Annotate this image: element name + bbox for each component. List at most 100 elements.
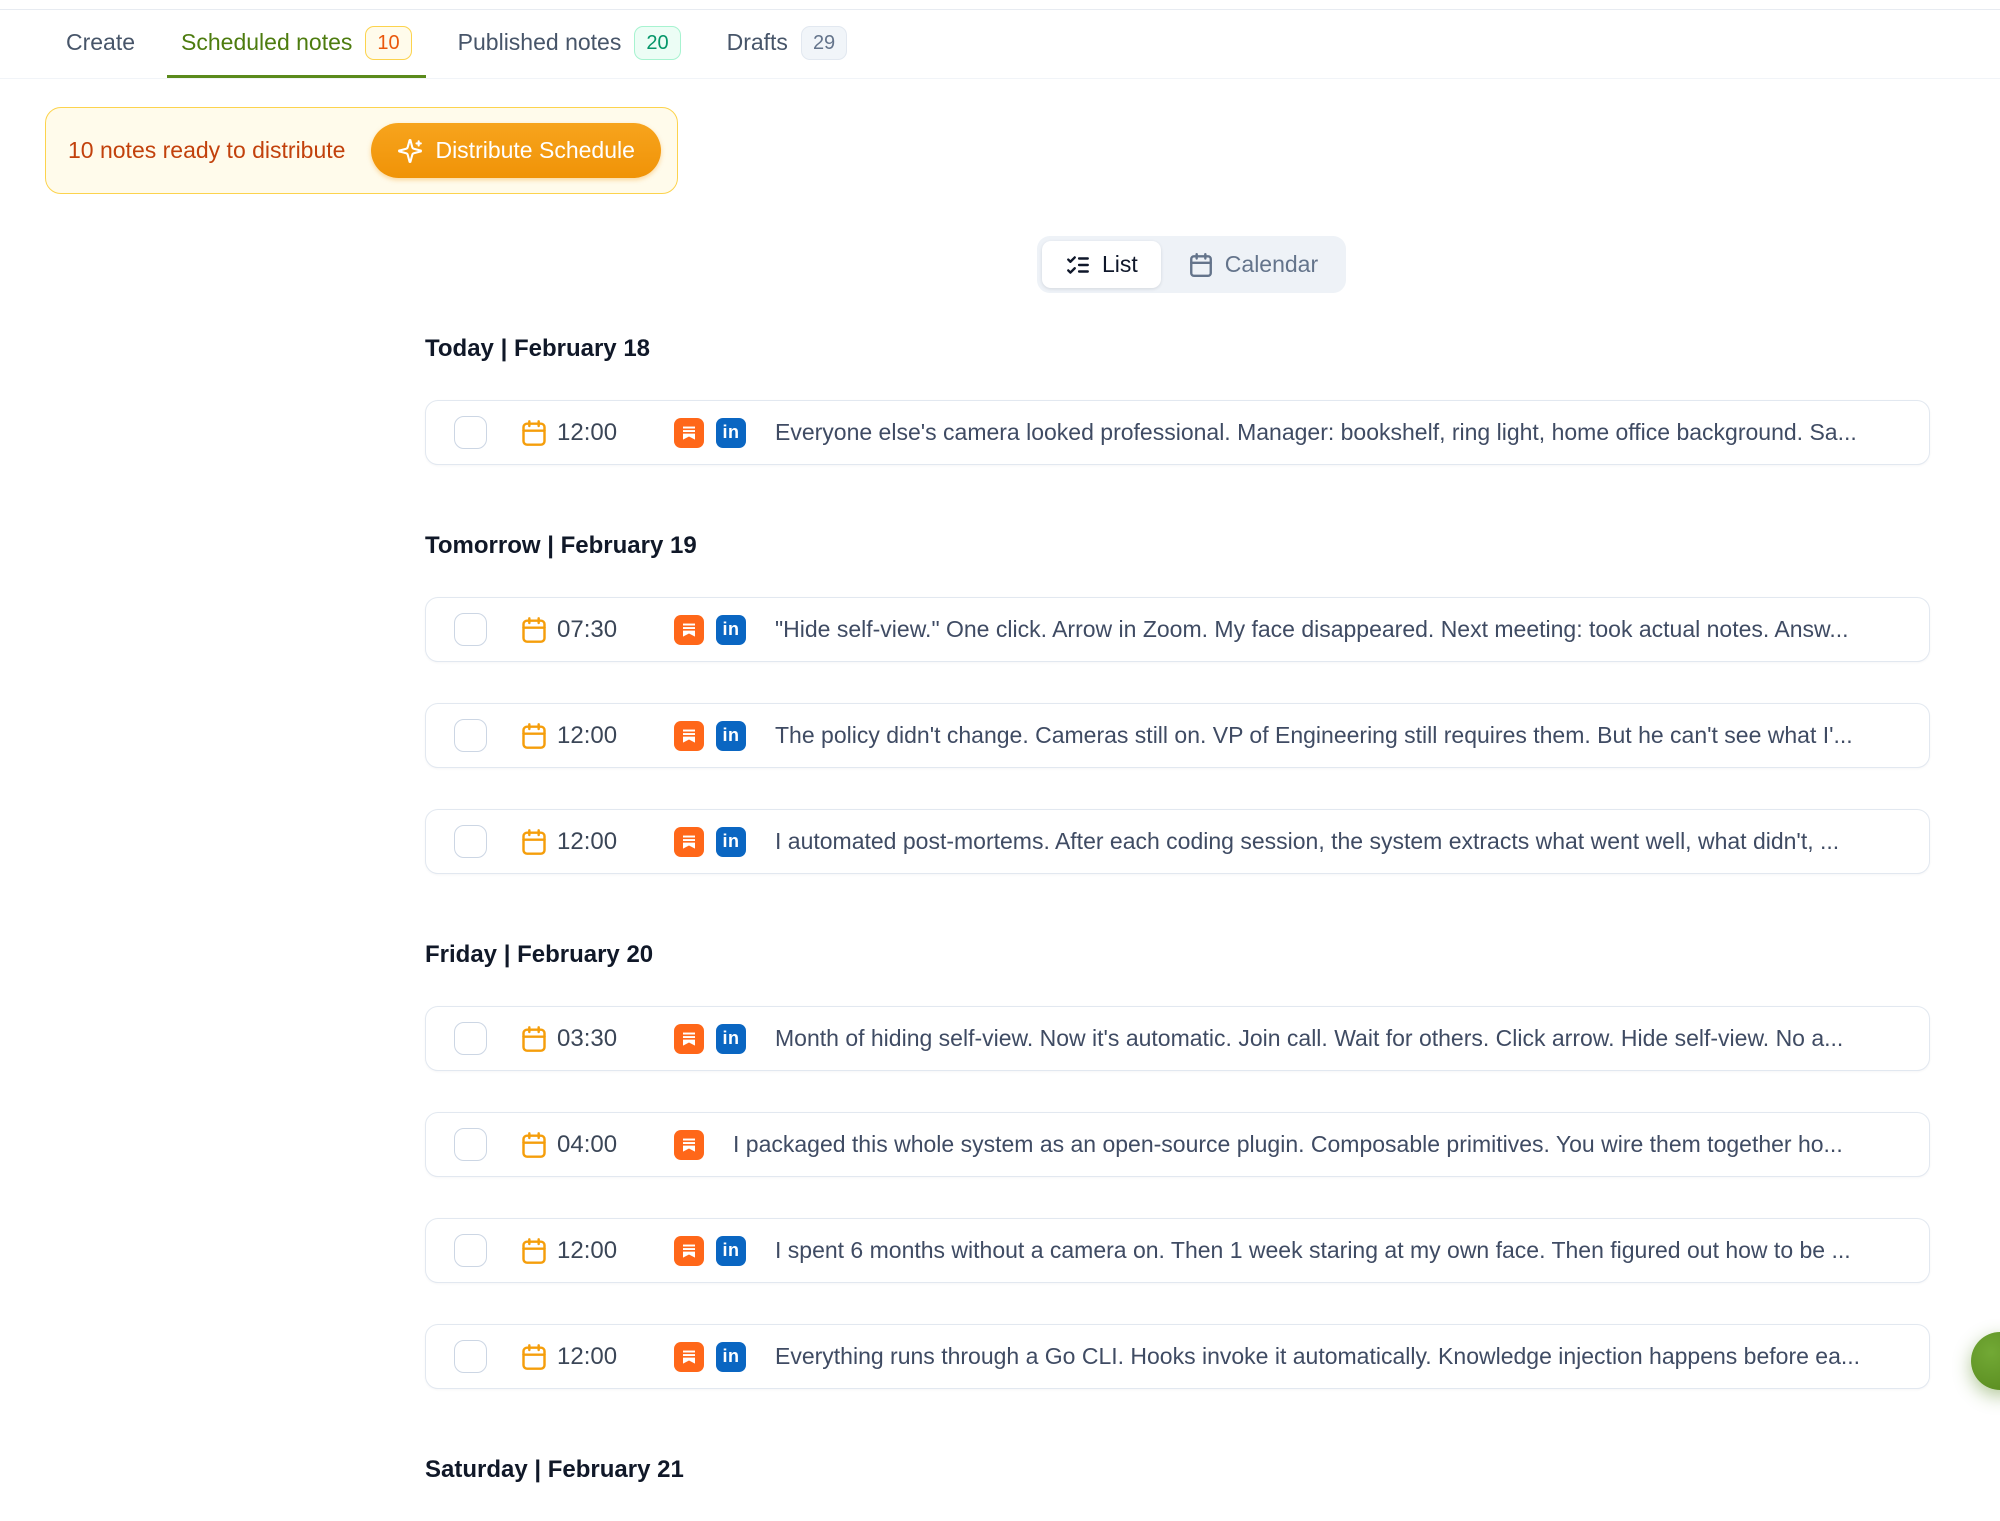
note-time: 12:00 bbox=[557, 721, 618, 749]
day-heading: Friday | February 20 bbox=[425, 941, 654, 968]
calendar-icon bbox=[520, 828, 548, 856]
day-heading: Tomorrow | February 19 bbox=[425, 532, 697, 559]
banner-message: 10 notes ready to distribute bbox=[68, 137, 346, 163]
calendar-view-label: Calendar bbox=[1224, 251, 1319, 277]
substack-icon bbox=[674, 1129, 704, 1160]
platform-icons: in bbox=[674, 1235, 746, 1266]
sparkles-icon bbox=[397, 138, 423, 164]
platform-icons: in bbox=[674, 417, 746, 448]
day-section: Tomorrow | February 19 07:30 in "Hide se… bbox=[425, 529, 1930, 874]
scheduled-note-row[interactable]: 12:00 in I spent 6 months without a came… bbox=[425, 1218, 1930, 1283]
note-checkbox[interactable] bbox=[454, 1340, 487, 1373]
platform-icons: in bbox=[674, 720, 746, 751]
substack-icon bbox=[674, 1235, 704, 1266]
note-preview-text: Everyone else's camera looked profession… bbox=[775, 419, 1857, 445]
scheduled-note-row[interactable]: 12:00 in Everything runs through a Go CL… bbox=[425, 1324, 1930, 1389]
scheduled-note-row[interactable]: 07:30 in "Hide self-view." One click. Ar… bbox=[425, 597, 1930, 662]
scheduled-note-row[interactable]: 12:00 in The policy didn't change. Camer… bbox=[425, 703, 1930, 768]
day-heading: Today | February 18 bbox=[425, 335, 651, 362]
list-checks-icon bbox=[1065, 252, 1091, 278]
tab-label: Create bbox=[66, 29, 136, 55]
tab-count-badge: 29 bbox=[800, 25, 848, 60]
platform-icons: in bbox=[674, 1341, 746, 1372]
distribute-schedule-button[interactable]: Distribute Schedule bbox=[371, 123, 661, 178]
day-section: Saturday | February 21 bbox=[425, 1453, 1930, 1486]
tab-label: Published notes bbox=[457, 29, 622, 55]
tab-count-badge: 10 bbox=[365, 25, 412, 60]
tab-scheduled-notes[interactable]: Scheduled notes 10 bbox=[167, 10, 426, 78]
day-rows: 12:00 in Everyone else's camera looked p… bbox=[425, 400, 1930, 465]
platform-icons: in bbox=[674, 1023, 746, 1054]
note-time: 12:00 bbox=[557, 1236, 618, 1264]
tab-drafts[interactable]: Drafts 29 bbox=[713, 10, 862, 78]
scheduled-note-row[interactable]: 12:00 in I automated post-mortems. After… bbox=[425, 809, 1930, 874]
tab-create[interactable]: Create bbox=[52, 10, 149, 78]
substack-icon bbox=[674, 1341, 704, 1372]
platform-icons: in bbox=[674, 826, 746, 857]
note-preview-text: I automated post-mortems. After each cod… bbox=[775, 828, 1840, 854]
distribute-banner: 10 notes ready to distribute Distribute … bbox=[45, 107, 678, 194]
platform-icons bbox=[674, 1129, 704, 1160]
linkedin-icon: in bbox=[716, 720, 746, 751]
linkedin-icon: in bbox=[716, 614, 746, 645]
scheduled-note-row[interactable]: 04:00 I packaged this whole system as an… bbox=[425, 1112, 1930, 1177]
calendar-icon bbox=[1188, 252, 1214, 278]
note-preview-text: I packaged this whole system as an open-… bbox=[733, 1131, 1843, 1157]
note-time: 03:30 bbox=[557, 1024, 618, 1052]
scheduled-note-row[interactable]: 12:00 in Everyone else's camera looked p… bbox=[425, 400, 1930, 465]
substack-icon bbox=[674, 417, 704, 448]
tab-count-badge: 20 bbox=[634, 25, 681, 60]
platform-icons: in bbox=[674, 614, 746, 645]
note-time: 12:00 bbox=[557, 418, 618, 446]
tab-bar: Create Scheduled notes 10 Published note… bbox=[0, 9, 2000, 79]
note-checkbox[interactable] bbox=[454, 1022, 487, 1055]
view-toggle: List Calendar bbox=[1037, 236, 1347, 293]
list-view-button[interactable]: List bbox=[1042, 241, 1161, 288]
note-checkbox[interactable] bbox=[454, 416, 487, 449]
list-view-label: List bbox=[1102, 251, 1138, 277]
calendar-icon bbox=[520, 419, 548, 447]
distribute-button-label: Distribute Schedule bbox=[435, 137, 635, 163]
note-checkbox[interactable] bbox=[454, 613, 487, 646]
scheduled-note-row[interactable]: 03:30 in Month of hiding self-view. Now … bbox=[425, 1006, 1930, 1071]
linkedin-icon: in bbox=[716, 417, 746, 448]
linkedin-icon: in bbox=[716, 1341, 746, 1372]
substack-icon bbox=[674, 614, 704, 645]
calendar-icon bbox=[520, 616, 548, 644]
note-checkbox[interactable] bbox=[454, 825, 487, 858]
calendar-icon bbox=[520, 1131, 548, 1159]
day-rows: 07:30 in "Hide self-view." One click. Ar… bbox=[425, 597, 1930, 874]
note-checkbox[interactable] bbox=[454, 1128, 487, 1161]
substack-icon bbox=[674, 1023, 704, 1054]
tab-published-notes[interactable]: Published notes 20 bbox=[444, 10, 695, 78]
note-time: 12:00 bbox=[557, 1342, 618, 1370]
calendar-icon bbox=[520, 1343, 548, 1371]
linkedin-icon: in bbox=[716, 826, 746, 857]
note-time: 04:00 bbox=[557, 1130, 618, 1158]
substack-icon bbox=[674, 826, 704, 857]
note-preview-text: The policy didn't change. Cameras still … bbox=[775, 722, 1853, 748]
floating-action-button[interactable] bbox=[1971, 1332, 2000, 1390]
day-section: Friday | February 20 03:30 in Month of h… bbox=[425, 938, 1930, 1389]
calendar-icon bbox=[520, 1237, 548, 1265]
note-preview-text: Month of hiding self-view. Now it's auto… bbox=[775, 1025, 1844, 1051]
calendar-icon bbox=[520, 1025, 548, 1053]
linkedin-icon: in bbox=[716, 1235, 746, 1266]
tab-label: Scheduled notes bbox=[181, 29, 353, 55]
note-preview-text: "Hide self-view." One click. Arrow in Zo… bbox=[775, 616, 1849, 642]
day-section: Today | February 18 12:00 in Everyone el… bbox=[425, 332, 1930, 465]
calendar-view-button[interactable]: Calendar bbox=[1165, 241, 1341, 288]
linkedin-icon: in bbox=[716, 1023, 746, 1054]
day-heading: Saturday | February 21 bbox=[425, 1456, 684, 1483]
note-time: 07:30 bbox=[557, 615, 618, 643]
note-preview-text: I spent 6 months without a camera on. Th… bbox=[775, 1237, 1851, 1263]
note-time: 12:00 bbox=[557, 827, 618, 855]
day-rows: 03:30 in Month of hiding self-view. Now … bbox=[425, 1006, 1930, 1389]
tab-label: Drafts bbox=[726, 29, 788, 55]
note-checkbox[interactable] bbox=[454, 719, 487, 752]
note-preview-text: Everything runs through a Go CLI. Hooks … bbox=[775, 1343, 1861, 1369]
calendar-icon bbox=[520, 722, 548, 750]
schedule-list: Today | February 18 12:00 in Everyone el… bbox=[425, 332, 1930, 1521]
note-checkbox[interactable] bbox=[454, 1234, 487, 1267]
substack-icon bbox=[674, 720, 704, 751]
